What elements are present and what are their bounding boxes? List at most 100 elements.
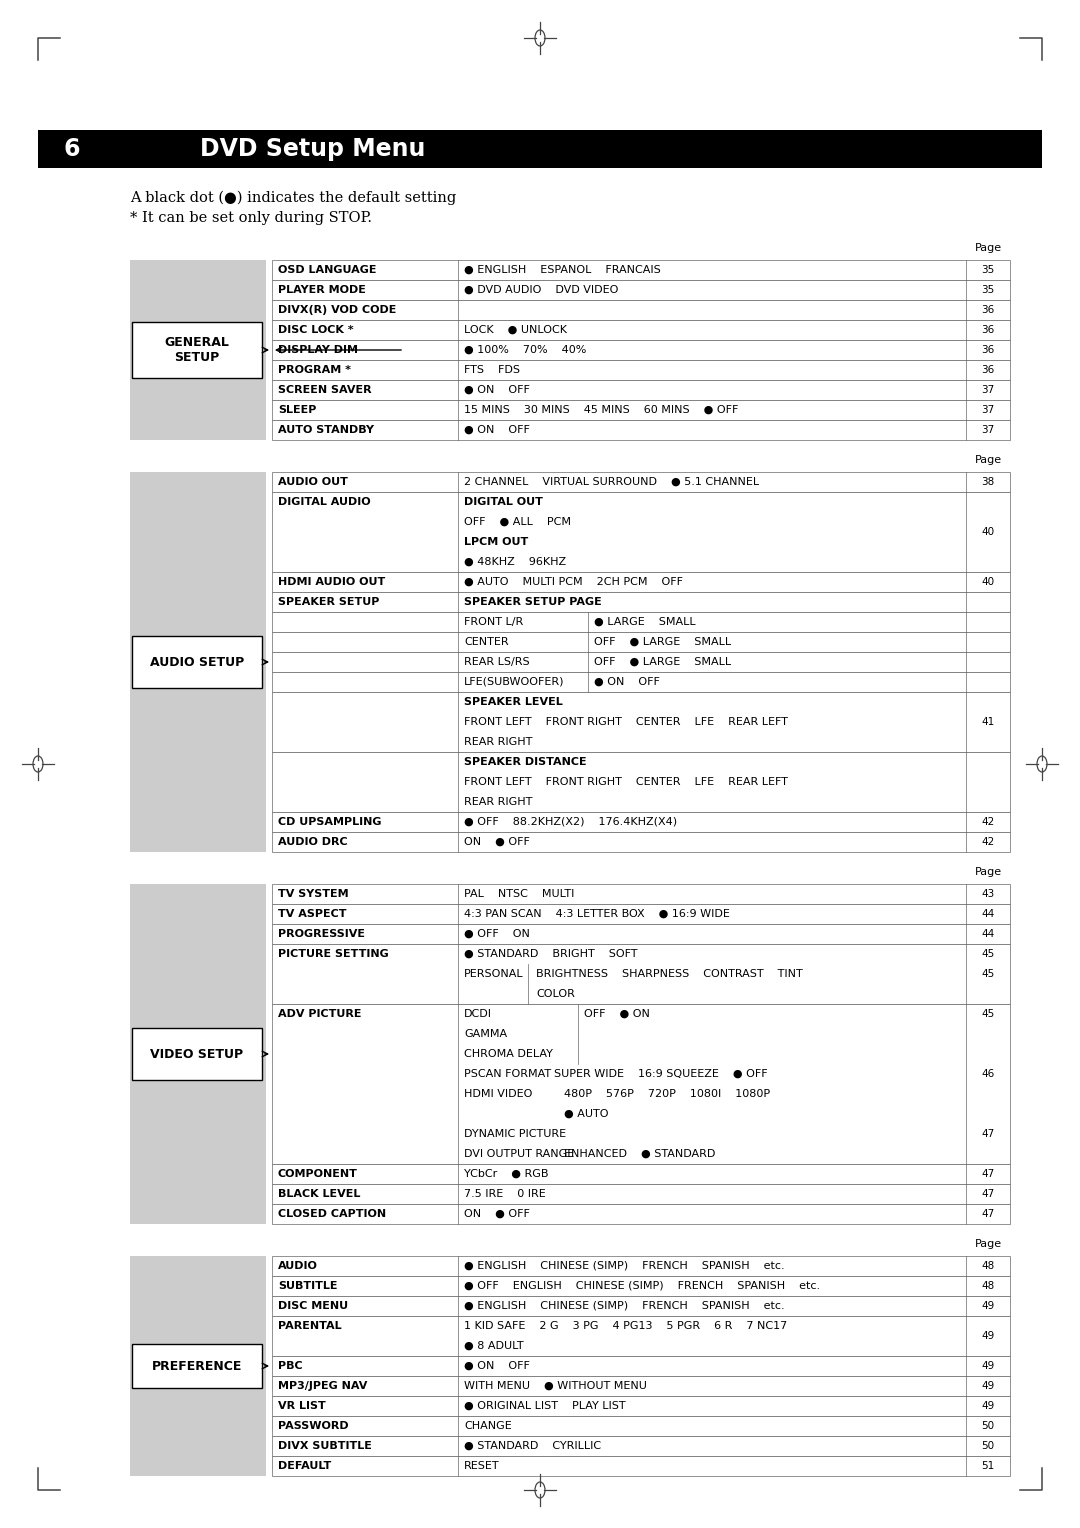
FancyBboxPatch shape bbox=[272, 571, 1010, 591]
Text: ● ORIGINAL LIST    PLAY LIST: ● ORIGINAL LIST PLAY LIST bbox=[464, 1401, 625, 1410]
Text: 36: 36 bbox=[982, 365, 995, 374]
Text: COMPONENT: COMPONENT bbox=[278, 1169, 357, 1180]
Text: DIVX SUBTITLE: DIVX SUBTITLE bbox=[278, 1441, 372, 1452]
FancyBboxPatch shape bbox=[130, 885, 266, 1224]
FancyBboxPatch shape bbox=[272, 1316, 1010, 1355]
Text: HDMI VIDEO: HDMI VIDEO bbox=[464, 1089, 532, 1099]
Text: 43: 43 bbox=[982, 889, 995, 898]
Text: 36: 36 bbox=[982, 325, 995, 335]
FancyBboxPatch shape bbox=[106, 130, 1042, 168]
Text: HDMI AUDIO OUT: HDMI AUDIO OUT bbox=[278, 578, 386, 587]
Text: 42: 42 bbox=[982, 837, 995, 847]
Text: PAL    NTSC    MULTI: PAL NTSC MULTI bbox=[464, 889, 575, 898]
Text: 48: 48 bbox=[982, 1280, 995, 1291]
Text: SCREEN SAVER: SCREEN SAVER bbox=[278, 385, 372, 396]
Text: CLOSED CAPTION: CLOSED CAPTION bbox=[278, 1209, 387, 1219]
Text: ● ON    OFF: ● ON OFF bbox=[464, 385, 530, 396]
FancyBboxPatch shape bbox=[272, 280, 1010, 299]
Text: 49: 49 bbox=[982, 1331, 995, 1342]
Text: FRONT L/R: FRONT L/R bbox=[464, 617, 523, 626]
Text: ● AUTO: ● AUTO bbox=[564, 1109, 608, 1118]
FancyBboxPatch shape bbox=[132, 1345, 262, 1387]
Text: 37: 37 bbox=[982, 425, 995, 435]
FancyBboxPatch shape bbox=[272, 833, 1010, 853]
FancyBboxPatch shape bbox=[272, 1256, 1010, 1276]
FancyBboxPatch shape bbox=[272, 361, 1010, 380]
FancyBboxPatch shape bbox=[38, 130, 106, 168]
Text: SPEAKER LEVEL: SPEAKER LEVEL bbox=[464, 697, 563, 707]
Text: Page: Page bbox=[974, 1239, 1001, 1248]
Text: ● ON    OFF: ● ON OFF bbox=[464, 425, 530, 435]
Text: 48: 48 bbox=[982, 1261, 995, 1271]
Text: ● STANDARD    BRIGHT    SOFT: ● STANDARD BRIGHT SOFT bbox=[464, 949, 637, 960]
Text: ON    ● OFF: ON ● OFF bbox=[464, 837, 530, 847]
Text: OFF    ● ON: OFF ● ON bbox=[584, 1008, 650, 1019]
Text: MP3/JPEG NAV: MP3/JPEG NAV bbox=[278, 1381, 367, 1390]
Text: 49: 49 bbox=[982, 1300, 995, 1311]
Text: * It can be set only during STOP.: * It can be set only during STOP. bbox=[130, 211, 372, 225]
FancyBboxPatch shape bbox=[272, 400, 1010, 420]
Text: ● DVD AUDIO    DVD VIDEO: ● DVD AUDIO DVD VIDEO bbox=[464, 286, 619, 295]
Text: DVD Setup Menu: DVD Setup Menu bbox=[200, 138, 426, 160]
Text: FRONT LEFT    FRONT RIGHT    CENTER    LFE    REAR LEFT: FRONT LEFT FRONT RIGHT CENTER LFE REAR L… bbox=[464, 717, 788, 727]
FancyBboxPatch shape bbox=[272, 1296, 1010, 1316]
FancyBboxPatch shape bbox=[272, 811, 1010, 833]
FancyBboxPatch shape bbox=[272, 1397, 1010, 1416]
Text: VR LIST: VR LIST bbox=[278, 1401, 326, 1410]
Text: OFF    ● LARGE    SMALL: OFF ● LARGE SMALL bbox=[594, 637, 731, 646]
Text: DVI OUTPUT RANGE: DVI OUTPUT RANGE bbox=[464, 1149, 575, 1160]
Text: OSD LANGUAGE: OSD LANGUAGE bbox=[278, 264, 377, 275]
FancyBboxPatch shape bbox=[272, 905, 1010, 924]
Text: Page: Page bbox=[974, 455, 1001, 465]
Text: SLEEP: SLEEP bbox=[278, 405, 316, 416]
Text: REAR RIGHT: REAR RIGHT bbox=[464, 798, 532, 807]
Text: PROGRESSIVE: PROGRESSIVE bbox=[278, 929, 365, 940]
Text: 40: 40 bbox=[982, 578, 995, 587]
Text: PARENTAL: PARENTAL bbox=[278, 1322, 341, 1331]
Text: AUTO STANDBY: AUTO STANDBY bbox=[278, 425, 374, 435]
Text: PREFERENCE: PREFERENCE bbox=[152, 1360, 242, 1372]
Text: 44: 44 bbox=[982, 929, 995, 940]
Text: DISC MENU: DISC MENU bbox=[278, 1300, 348, 1311]
FancyBboxPatch shape bbox=[132, 636, 262, 688]
FancyBboxPatch shape bbox=[272, 692, 1010, 752]
Text: BLACK LEVEL: BLACK LEVEL bbox=[278, 1189, 361, 1199]
Text: 47: 47 bbox=[982, 1209, 995, 1219]
Text: SPEAKER SETUP: SPEAKER SETUP bbox=[278, 597, 379, 607]
Text: DIVX(R) VOD CODE: DIVX(R) VOD CODE bbox=[278, 306, 396, 315]
FancyBboxPatch shape bbox=[272, 1416, 1010, 1436]
Text: PSCAN FORMAT: PSCAN FORMAT bbox=[464, 1070, 551, 1079]
Text: PASSWORD: PASSWORD bbox=[278, 1421, 349, 1432]
Text: ● 48KHZ    96KHZ: ● 48KHZ 96KHZ bbox=[464, 558, 566, 567]
FancyBboxPatch shape bbox=[132, 1028, 262, 1080]
Text: CHANGE: CHANGE bbox=[464, 1421, 512, 1432]
Text: ADV PICTURE: ADV PICTURE bbox=[278, 1008, 362, 1019]
Text: 37: 37 bbox=[982, 405, 995, 416]
Text: ● STANDARD    CYRILLIC: ● STANDARD CYRILLIC bbox=[464, 1441, 602, 1452]
Text: VIDEO SETUP: VIDEO SETUP bbox=[150, 1048, 244, 1060]
Text: 7.5 IRE    0 IRE: 7.5 IRE 0 IRE bbox=[464, 1189, 545, 1199]
Text: RESET: RESET bbox=[464, 1461, 500, 1471]
Text: 35: 35 bbox=[982, 264, 995, 275]
FancyBboxPatch shape bbox=[272, 944, 1010, 1004]
Text: Page: Page bbox=[974, 243, 1001, 254]
FancyBboxPatch shape bbox=[272, 1355, 1010, 1377]
Text: DYNAMIC PICTURE: DYNAMIC PICTURE bbox=[464, 1129, 566, 1138]
FancyBboxPatch shape bbox=[272, 1276, 1010, 1296]
Text: FTS    FDS: FTS FDS bbox=[464, 365, 519, 374]
Text: 50: 50 bbox=[982, 1421, 995, 1432]
Text: WITH MENU    ● WITHOUT MENU: WITH MENU ● WITHOUT MENU bbox=[464, 1381, 647, 1390]
Text: 45: 45 bbox=[982, 1008, 995, 1019]
Text: A black dot (●) indicates the default setting: A black dot (●) indicates the default se… bbox=[130, 191, 456, 205]
FancyBboxPatch shape bbox=[272, 1456, 1010, 1476]
FancyBboxPatch shape bbox=[272, 492, 1010, 571]
FancyBboxPatch shape bbox=[272, 672, 1010, 692]
Text: AUDIO: AUDIO bbox=[278, 1261, 318, 1271]
FancyBboxPatch shape bbox=[272, 380, 1010, 400]
Text: FRONT LEFT    FRONT RIGHT    CENTER    LFE    REAR LEFT: FRONT LEFT FRONT RIGHT CENTER LFE REAR L… bbox=[464, 778, 788, 787]
Text: REAR RIGHT: REAR RIGHT bbox=[464, 736, 532, 747]
FancyBboxPatch shape bbox=[272, 319, 1010, 341]
Text: LFE(SUBWOOFER): LFE(SUBWOOFER) bbox=[464, 677, 565, 688]
FancyBboxPatch shape bbox=[272, 1436, 1010, 1456]
Text: 480P    576P    720P    1080I    1080P: 480P 576P 720P 1080I 1080P bbox=[564, 1089, 770, 1099]
